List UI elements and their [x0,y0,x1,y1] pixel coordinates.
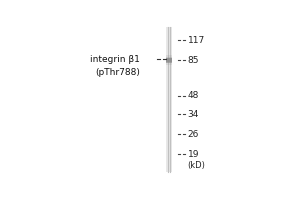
Text: 117: 117 [188,36,205,45]
Bar [166,55,172,65]
Text: 34: 34 [188,110,199,119]
Text: 48: 48 [188,91,199,100]
Text: 26: 26 [188,130,199,139]
Bar [166,58,172,63]
Text: (kD): (kD) [188,161,205,170]
Bar [166,57,172,63]
Bar [166,58,172,62]
Text: (pThr788): (pThr788) [95,68,140,77]
Text: 85: 85 [188,56,199,65]
Bar [166,27,172,172]
Text: 19: 19 [188,150,199,159]
Text: integrin β1: integrin β1 [90,55,140,64]
